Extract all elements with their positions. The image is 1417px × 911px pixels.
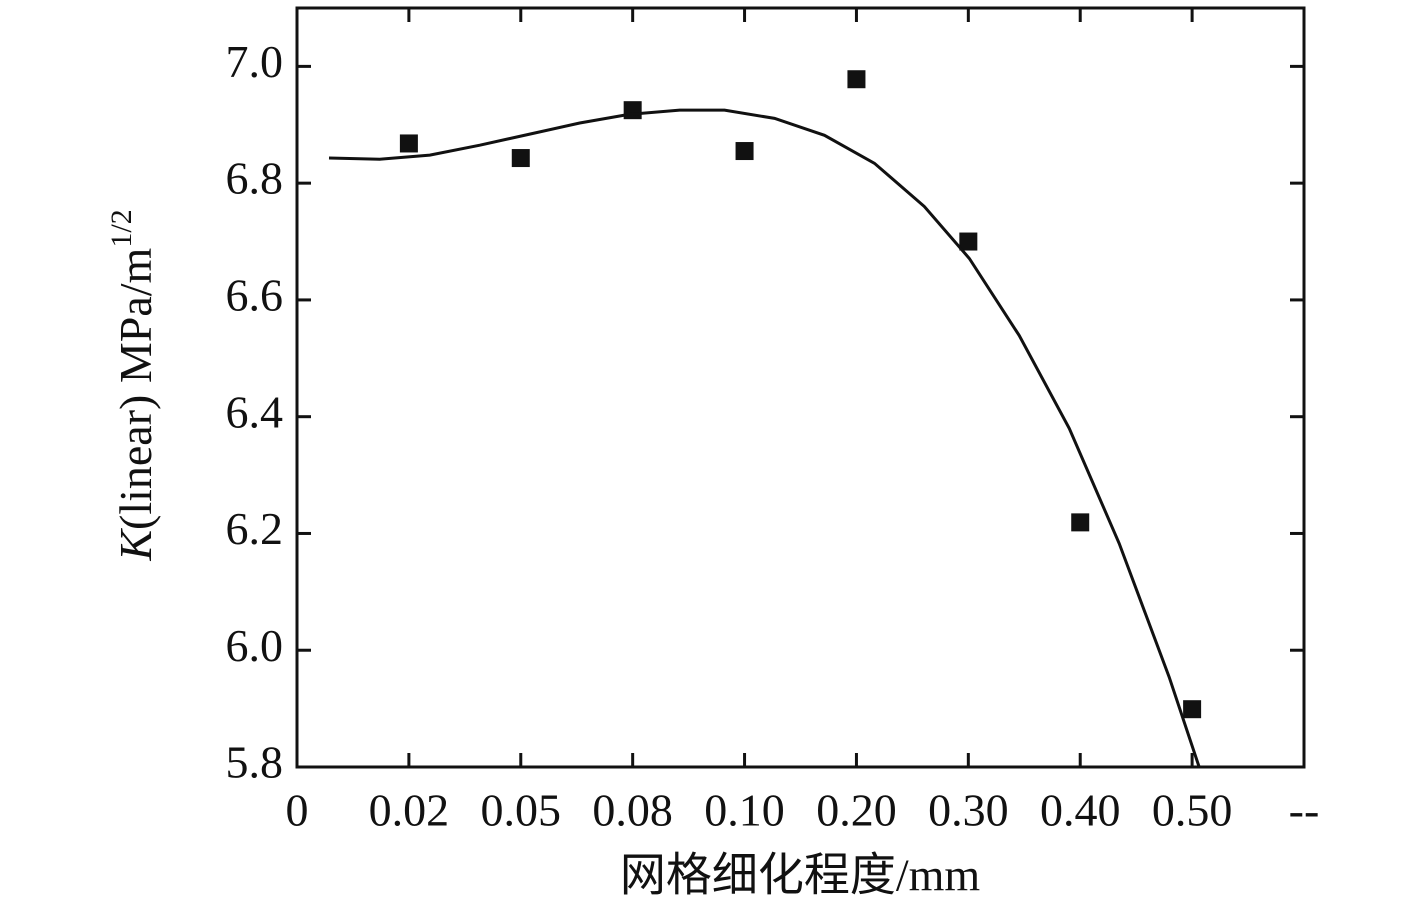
data-point	[1071, 513, 1090, 532]
y-tick-label: 6.4	[226, 386, 284, 437]
y-label-symbol: K	[110, 528, 161, 562]
x-tick-label: --	[1289, 785, 1320, 836]
x-tick-label: 0.20	[816, 785, 897, 836]
y-label-sup: 1/2	[105, 209, 138, 247]
y-tick-label: 6.0	[226, 620, 284, 671]
data-point	[399, 134, 418, 153]
data-point	[735, 142, 754, 161]
x-tick-label: 0.02	[369, 785, 450, 836]
y-tick-label: 6.2	[226, 503, 284, 554]
plot-frame	[295, 6, 1306, 769]
x-tick-label: 0.50	[1152, 785, 1233, 836]
y-tick-label: 6.8	[226, 153, 284, 204]
data-point	[847, 70, 866, 89]
x-axis-label: 网格细化程度/mm	[620, 850, 981, 901]
x-tick-label: 0.30	[928, 785, 1009, 836]
x-tick-label: 0.05	[481, 785, 562, 836]
y-tick-label: 7.0	[226, 36, 284, 87]
y-label-text: (linear) MPa/m	[110, 247, 161, 530]
y-tick-label: 5.8	[226, 737, 284, 788]
fit-line	[328, 108, 1201, 768]
data-point	[959, 232, 978, 251]
data-point	[623, 101, 642, 120]
x-tick-label: 0.40	[1040, 785, 1121, 836]
x-tick-label: 0.10	[704, 785, 785, 836]
y-axis-label: K(linear) MPa/m1/2	[105, 209, 161, 561]
data-point	[511, 149, 530, 168]
x-tick-label: 0	[286, 785, 309, 836]
y-tick-label: 6.6	[226, 269, 284, 320]
data-point	[1183, 700, 1202, 719]
x-tick-label: 0.08	[592, 785, 673, 836]
